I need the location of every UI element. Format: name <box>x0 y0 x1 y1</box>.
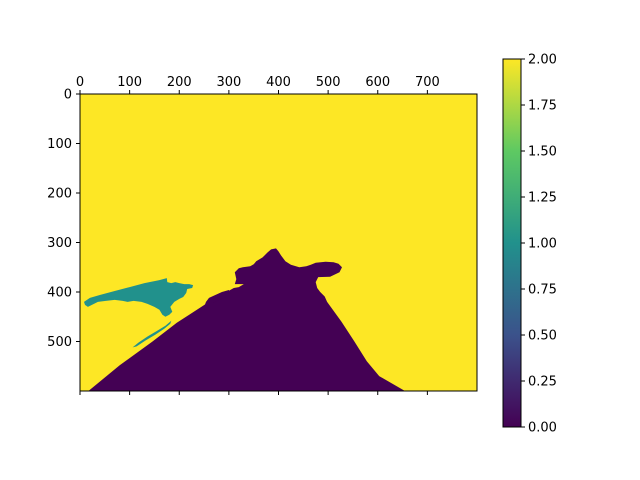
colorbar: 0.00 0.25 0.50 0.75 1.00 1.25 1.50 1.75 2.00 <box>502 53 557 436</box>
region-value-1-2 <box>84 278 194 317</box>
x-tick-label: 700 <box>415 75 440 90</box>
y-tick-label: 100 <box>47 137 72 152</box>
colorbar-tick-label: 1.00 <box>528 237 557 252</box>
colorbar-tick-label: 1.75 <box>528 99 557 114</box>
colorbar-tick-label: 2.00 <box>528 53 557 68</box>
x-tick-label: 500 <box>316 75 341 90</box>
colorbar-tick-label: 1.25 <box>528 191 557 206</box>
plot-area <box>80 94 477 391</box>
x-tick-label: 0 <box>76 75 84 90</box>
x-tick-label: 300 <box>216 75 241 90</box>
x-tick-label: 600 <box>365 75 390 90</box>
colorbar-tick-label: 1.50 <box>528 145 557 160</box>
colorbar-tick-label: 0.75 <box>528 283 557 298</box>
colorbar-tick-label: 0.00 <box>528 421 557 436</box>
y-axis: 0 100 200 300 400 500 <box>47 88 80 350</box>
colorbar-gradient <box>503 59 521 427</box>
x-tick-label: 200 <box>167 75 192 90</box>
region-value-0-1 <box>204 290 230 310</box>
colorbar-tick-label: 0.50 <box>528 329 557 344</box>
y-tick-label: 0 <box>64 88 72 103</box>
y-tick-label: 200 <box>47 187 72 202</box>
region-value-0-0 <box>88 248 406 391</box>
x-axis-top: 0 100 200 300 400 500 600 700 <box>76 75 440 94</box>
region-value-1-3 <box>132 320 172 348</box>
region-layer <box>84 248 406 391</box>
x-tick-label: 100 <box>117 75 142 90</box>
y-tick-label: 500 <box>47 335 72 350</box>
y-tick-label: 400 <box>47 286 72 301</box>
colorbar-ticks: 0.00 0.25 0.50 0.75 1.00 1.25 1.50 1.75 2.00 <box>521 53 557 436</box>
colorbar-tick-label: 0.25 <box>528 375 557 390</box>
x-axis-bottom <box>79 391 428 395</box>
x-tick-label: 400 <box>266 75 291 90</box>
y-tick-label: 300 <box>47 236 72 251</box>
